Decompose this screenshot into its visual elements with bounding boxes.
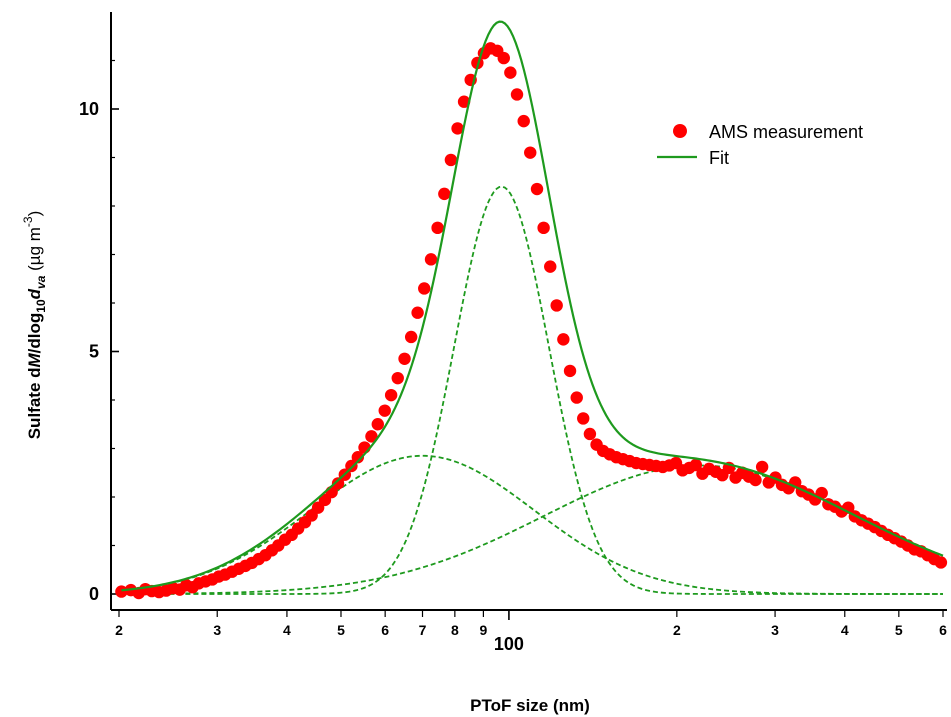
x-tick-label: 5 bbox=[337, 622, 345, 638]
measurement-point bbox=[398, 352, 411, 365]
x-tick-label: 5 bbox=[895, 622, 903, 638]
measurement-point bbox=[577, 412, 590, 425]
measurement-point bbox=[815, 486, 828, 500]
legend-measurement-label: AMS measurement bbox=[709, 122, 863, 142]
fit-curve bbox=[121, 20, 944, 592]
x-tick-label: 4 bbox=[841, 622, 849, 638]
measurement-point bbox=[524, 146, 537, 159]
measurement-point bbox=[583, 427, 597, 441]
measurement-point bbox=[378, 404, 391, 417]
measurement-point bbox=[537, 221, 550, 235]
y-axis-title-mid: /dlog bbox=[25, 313, 44, 354]
x-tick-label: 8 bbox=[451, 622, 459, 638]
measurement-point bbox=[438, 187, 451, 201]
measurement-point bbox=[517, 114, 530, 128]
legend-measurement-marker bbox=[673, 124, 687, 138]
measurement-point bbox=[563, 364, 577, 378]
measurement-point bbox=[384, 388, 398, 402]
measurement-point bbox=[345, 459, 358, 473]
y-tick-label: 10 bbox=[79, 99, 99, 119]
measurement-point bbox=[934, 556, 948, 569]
y-axis-title-italic-d: d bbox=[25, 288, 44, 299]
x-tick-label: 2 bbox=[673, 622, 681, 638]
measurement-point bbox=[550, 299, 563, 312]
measurement-point bbox=[457, 95, 471, 108]
y-axis-title: Sulfate dM/dlog10dva (µg m-3) bbox=[21, 211, 48, 440]
fit-curve-group bbox=[121, 20, 944, 592]
x-tick-label: 7 bbox=[419, 622, 427, 638]
x-tick-label: 3 bbox=[771, 622, 779, 638]
y-axis-title-italic-m: M bbox=[25, 352, 44, 367]
measurement-point bbox=[418, 282, 431, 295]
fit-mode-curve-mode-a bbox=[121, 454, 943, 595]
legend: AMS measurement Fit bbox=[657, 122, 863, 168]
measurement-point bbox=[115, 585, 128, 598]
y-axis-title-sub-va: va bbox=[34, 275, 48, 289]
measurement-point bbox=[331, 477, 345, 490]
y-axis-title-unit-open: (µg m bbox=[25, 227, 44, 276]
measurement-point bbox=[411, 306, 424, 319]
measurement-point bbox=[504, 66, 517, 79]
x-tick-label: 4 bbox=[283, 622, 291, 638]
fit-mode-curve-mode-b bbox=[121, 185, 943, 595]
x-ticks: 2 3 4 5 6 7 8 9 100 2 3 4 5 6 bbox=[115, 610, 947, 654]
measurement-point bbox=[365, 430, 378, 443]
measurement-point bbox=[497, 51, 510, 65]
x-tick-label: 6 bbox=[381, 622, 389, 638]
fit-mode-curve-mode-c bbox=[121, 464, 944, 595]
x-tick-label: 9 bbox=[479, 622, 487, 638]
measurement-point bbox=[391, 371, 404, 385]
measurement-point bbox=[689, 458, 703, 472]
x-tick-label: 3 bbox=[213, 622, 221, 638]
x-axis-title: PToF size (nm) bbox=[470, 696, 590, 715]
x-tick-label: 100 bbox=[494, 634, 524, 654]
measurement-point bbox=[431, 221, 444, 235]
y-axis-title-unit-sup: -3 bbox=[21, 216, 35, 227]
y-ticks: 0 5 10 bbox=[79, 59, 119, 604]
fit-mode-components bbox=[121, 185, 944, 595]
measurement-point bbox=[371, 418, 384, 431]
measurement-point bbox=[557, 333, 570, 346]
measurement-point bbox=[351, 451, 365, 464]
x-tick-label: 6 bbox=[939, 622, 947, 638]
measurement-point bbox=[530, 182, 544, 196]
y-tick-label: 0 bbox=[89, 584, 99, 604]
measurement-point bbox=[749, 473, 762, 487]
measurement-point bbox=[755, 460, 769, 474]
y-axis-title-sub10: 10 bbox=[34, 299, 48, 313]
measurement-point bbox=[444, 153, 458, 167]
legend-fit-label: Fit bbox=[709, 148, 729, 168]
measurement-point bbox=[544, 260, 557, 273]
x-tick-label: 2 bbox=[115, 622, 123, 638]
measurement-point bbox=[570, 391, 583, 404]
axes bbox=[110, 12, 947, 611]
y-axis-title-unit-close: ) bbox=[25, 211, 44, 217]
measurement-point bbox=[424, 253, 438, 266]
measurement-point bbox=[510, 88, 524, 101]
measurement-point bbox=[451, 122, 464, 135]
measurement-point bbox=[404, 330, 418, 344]
y-axis-title-prefix: Sulfate d bbox=[25, 367, 44, 439]
y-tick-label: 5 bbox=[89, 342, 99, 362]
